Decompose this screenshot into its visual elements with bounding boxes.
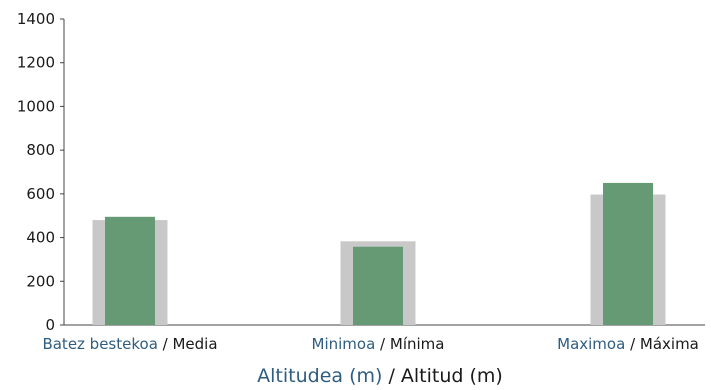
category-label-separator: / bbox=[158, 335, 173, 353]
category-label: Maximoa / Máxima bbox=[557, 335, 699, 353]
y-tick-label: 400 bbox=[26, 229, 55, 247]
category-label-separator: / bbox=[375, 335, 390, 353]
y-tick-label: 800 bbox=[26, 141, 55, 159]
category-label-spanish: Máxima bbox=[640, 335, 699, 353]
category-label-basque: Maximoa bbox=[557, 335, 625, 353]
category-label: Batez bestekoa / Media bbox=[42, 335, 217, 353]
category-label-basque: Batez bestekoa bbox=[42, 335, 157, 353]
category-label-separator: / bbox=[625, 335, 640, 353]
category-label-spanish: Media bbox=[172, 335, 217, 353]
bar-series-1-category-1 bbox=[353, 246, 403, 325]
y-tick-label: 1000 bbox=[17, 97, 55, 115]
bars bbox=[92, 182, 666, 325]
y-tick-label: 600 bbox=[26, 185, 55, 203]
y-tick-label: 0 bbox=[45, 316, 55, 334]
y-tick-label: 200 bbox=[26, 272, 55, 290]
category-label-spanish: Mínima bbox=[390, 335, 445, 353]
category-label-basque: Minimoa bbox=[312, 335, 376, 353]
y-axis: 0 200 400 600 800 1000 1200 1400 bbox=[17, 10, 705, 334]
y-tick-label: 1200 bbox=[17, 54, 55, 72]
bar-series-1-category-2 bbox=[603, 182, 653, 325]
x-axis-title: Altitudea (m) / Altitud (m) bbox=[257, 365, 503, 387]
x-axis: Batez bestekoa / Media Minimoa / Mínima Ma… bbox=[42, 335, 698, 353]
bar-series-1-category-0 bbox=[105, 216, 155, 325]
category-label: Minimoa / Mínima bbox=[312, 335, 445, 353]
y-tick-label: 1400 bbox=[17, 10, 55, 28]
